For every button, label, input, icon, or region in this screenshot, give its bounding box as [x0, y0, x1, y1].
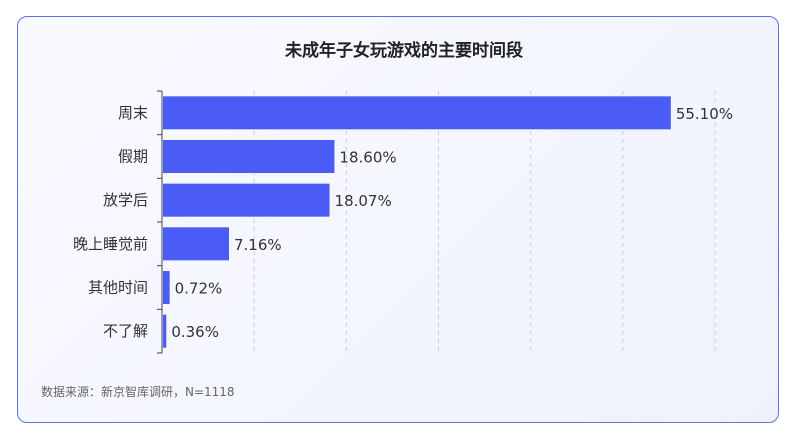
category-label: 周末	[118, 104, 148, 122]
value-label: 18.07%	[335, 192, 392, 210]
bar	[163, 271, 170, 304]
value-label: 0.36%	[171, 323, 219, 341]
chart-title: 未成年子女玩游戏的主要时间段	[285, 41, 523, 61]
category-label: 晚上睡觉前	[73, 235, 148, 253]
bar	[163, 314, 167, 348]
value-label: 55.10%	[676, 105, 733, 123]
category-label: 不了解	[103, 322, 148, 340]
category-label: 假期	[118, 148, 148, 166]
value-label: 18.60%	[339, 149, 396, 167]
bar	[163, 183, 330, 217]
value-label: 7.16%	[234, 236, 282, 254]
bars	[163, 96, 671, 348]
bar	[163, 227, 229, 261]
value-label: 0.72%	[175, 280, 223, 298]
category-label: 其他时间	[88, 279, 148, 297]
bar	[163, 140, 335, 173]
y-axis	[157, 90, 163, 354]
chart-card	[17, 16, 779, 423]
category-label: 放学后	[103, 191, 148, 209]
gridlines	[253, 91, 716, 353]
source-note: 数据来源：新京智库调研，N=1118	[41, 385, 235, 399]
value-labels: 55.10% 18.60% 18.07% 7.16% 0.72% 0.36%	[171, 105, 733, 341]
bar	[163, 96, 671, 130]
